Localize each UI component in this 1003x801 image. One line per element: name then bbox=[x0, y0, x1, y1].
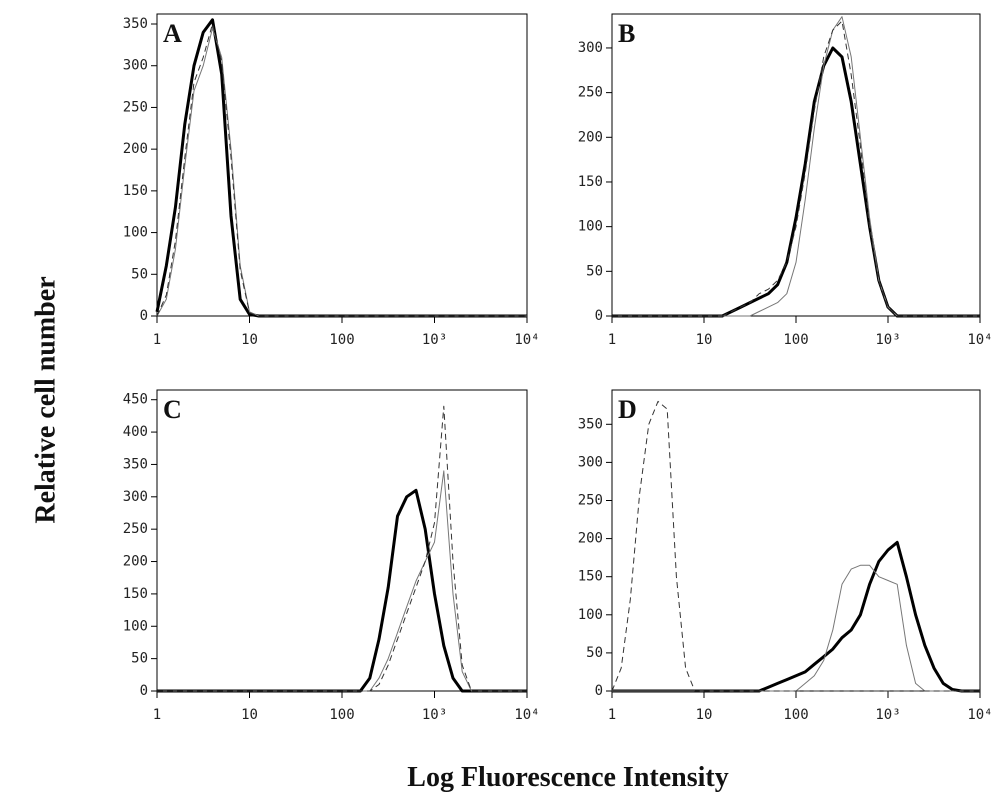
x-tick-label: 1 bbox=[153, 332, 161, 348]
x-tick-label: 10³ bbox=[422, 707, 447, 723]
series-line bbox=[157, 488, 527, 693]
y-tick-label: 100 bbox=[578, 607, 603, 623]
y-tick-label: 350 bbox=[578, 416, 603, 432]
y-tick-label: 300 bbox=[123, 489, 148, 505]
y-tick-label: 350 bbox=[123, 456, 148, 472]
panel: 0 50 100 150 200 250 300 350 1 10 100 10³ 10⁴ D bbox=[578, 389, 993, 723]
x-tick-label: 10³ bbox=[875, 332, 900, 348]
series-line bbox=[156, 23, 527, 317]
series-line bbox=[611, 400, 980, 692]
x-tick-label: 10³ bbox=[875, 707, 900, 723]
series-line bbox=[612, 20, 980, 317]
y-axis-title: Relative cell number bbox=[30, 276, 61, 523]
x-tick-label: 10 bbox=[241, 332, 258, 348]
x-tick-label: 10³ bbox=[422, 332, 447, 348]
y-tick-label: 450 bbox=[123, 392, 148, 408]
panel: 0 50 100 150 200 250 300 350 1 10 100 10³ 10⁴ A bbox=[123, 13, 540, 348]
y-tick-label: 400 bbox=[123, 424, 148, 440]
x-tick-label: 1 bbox=[153, 707, 161, 723]
x-tick-label: 10 bbox=[696, 707, 713, 723]
plot-frame bbox=[156, 13, 528, 317]
series-line bbox=[157, 470, 527, 692]
x-tick-label: 100 bbox=[783, 332, 808, 348]
series-line bbox=[612, 540, 980, 693]
series-line bbox=[612, 46, 980, 318]
x-tick-label: 100 bbox=[329, 707, 354, 723]
plot-frame bbox=[156, 389, 528, 692]
x-tick-label: 10 bbox=[696, 332, 713, 348]
y-tick-label: 50 bbox=[131, 651, 148, 667]
x-tick-label: 10⁴ bbox=[967, 332, 992, 348]
series-line bbox=[156, 27, 527, 317]
y-tick-label: 150 bbox=[123, 183, 148, 199]
plot-frame bbox=[611, 13, 981, 317]
x-tick-label: 10⁴ bbox=[967, 707, 992, 723]
y-tick-label: 250 bbox=[578, 492, 603, 508]
panel-letter: B bbox=[618, 19, 635, 48]
y-tick-label: 100 bbox=[123, 225, 148, 241]
x-tick-label: 1 bbox=[608, 707, 616, 723]
y-tick-label: 250 bbox=[123, 521, 148, 537]
y-tick-label: 200 bbox=[123, 141, 148, 157]
panel-letter: A bbox=[163, 19, 182, 48]
y-tick-label: 150 bbox=[578, 174, 603, 190]
y-tick-label: 150 bbox=[578, 569, 603, 585]
y-tick-label: 0 bbox=[140, 308, 148, 324]
y-tick-label: 200 bbox=[578, 531, 603, 547]
y-tick-label: 50 bbox=[131, 266, 148, 282]
y-tick-label: 300 bbox=[578, 454, 603, 470]
y-tick-label: 0 bbox=[595, 683, 603, 699]
series-line bbox=[612, 16, 980, 317]
y-tick-label: 0 bbox=[140, 683, 148, 699]
y-tick-label: 200 bbox=[578, 129, 603, 145]
panel: 0 50 100 150 200 250 300 350 400 450 1 10 100 10³ 10⁴ C bbox=[123, 389, 540, 723]
x-tick-label: 100 bbox=[783, 707, 808, 723]
x-tick-label: 10 bbox=[241, 707, 258, 723]
y-tick-label: 300 bbox=[578, 40, 603, 56]
y-tick-label: 50 bbox=[586, 263, 603, 279]
y-tick-label: 300 bbox=[123, 58, 148, 74]
y-tick-label: 0 bbox=[595, 308, 603, 324]
y-tick-label: 250 bbox=[123, 99, 148, 115]
series-line bbox=[612, 564, 980, 692]
x-axis-title: Log Fluorescence Intensity bbox=[407, 762, 728, 793]
y-tick-label: 250 bbox=[578, 85, 603, 101]
series-line bbox=[155, 18, 527, 318]
series-line bbox=[157, 405, 527, 692]
y-tick-label: 100 bbox=[578, 219, 603, 235]
y-tick-label: 150 bbox=[123, 586, 148, 602]
x-tick-label: 1 bbox=[608, 332, 616, 348]
y-tick-label: 350 bbox=[123, 16, 148, 32]
y-tick-label: 50 bbox=[586, 645, 603, 661]
panel-letter: D bbox=[618, 395, 637, 424]
y-tick-label: 200 bbox=[123, 554, 148, 570]
x-tick-label: 10⁴ bbox=[514, 332, 539, 348]
panel-letter: C bbox=[163, 395, 182, 424]
y-tick-label: 100 bbox=[123, 618, 148, 634]
x-tick-label: 100 bbox=[329, 332, 354, 348]
panel: 0 50 100 150 200 250 300 1 10 100 10³ 10⁴ B bbox=[578, 13, 993, 348]
x-tick-label: 10⁴ bbox=[514, 707, 539, 723]
